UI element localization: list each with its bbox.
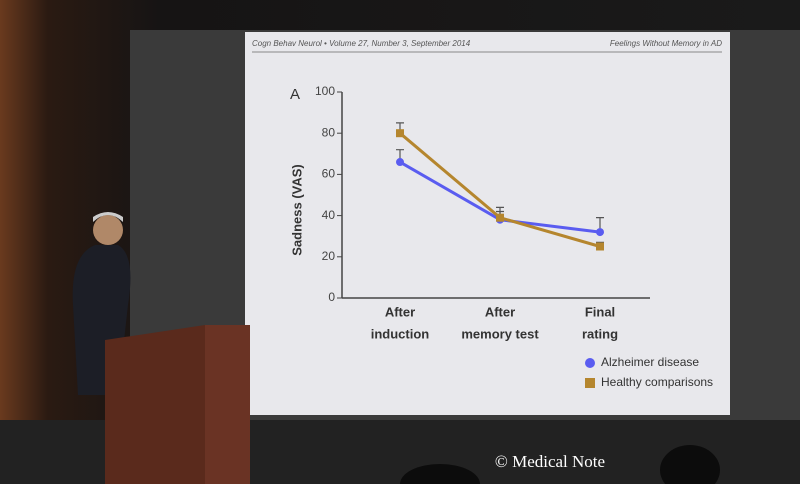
y-tick-label: 0 <box>328 290 335 304</box>
header-right: Feelings Without Memory in AD <box>610 39 722 48</box>
x-tick-label: Final <box>585 304 615 319</box>
data-point <box>596 228 604 237</box>
x-tick-label: memory test <box>461 326 539 341</box>
legend-swatch <box>585 378 595 388</box>
y-tick-label: 100 <box>315 84 335 98</box>
speaker-head <box>93 215 123 245</box>
podium-side <box>205 325 250 484</box>
audience-head <box>400 464 480 484</box>
data-point <box>396 129 404 138</box>
x-tick-label: induction <box>371 326 430 341</box>
y-tick-label: 80 <box>322 125 336 139</box>
data-point <box>396 158 404 167</box>
y-tick-label: 40 <box>322 208 336 222</box>
slide <box>245 32 730 415</box>
legend-label: Healthy comparisons <box>601 375 713 389</box>
audience-head <box>660 445 720 484</box>
x-tick-label: After <box>385 304 415 319</box>
y-axis-label: Sadness (VAS) <box>289 164 304 256</box>
speaker-hair <box>93 212 123 222</box>
legend-label: Alzheimer disease <box>601 355 699 369</box>
data-point <box>496 213 504 222</box>
y-tick-label: 20 <box>322 249 336 263</box>
x-tick-label: After <box>485 304 515 319</box>
x-tick-label: rating <box>582 326 618 341</box>
legend-swatch <box>585 358 595 368</box>
y-tick-label: 60 <box>322 167 336 181</box>
header-left: Cogn Behav Neurol • Volume 27, Number 3,… <box>252 39 471 48</box>
panel-label: A <box>290 86 300 103</box>
watermark: © Medical Note <box>495 452 605 471</box>
plot: 0 20 40 60 80 100 After induction After memory te… <box>315 84 713 389</box>
data-point <box>596 242 604 251</box>
